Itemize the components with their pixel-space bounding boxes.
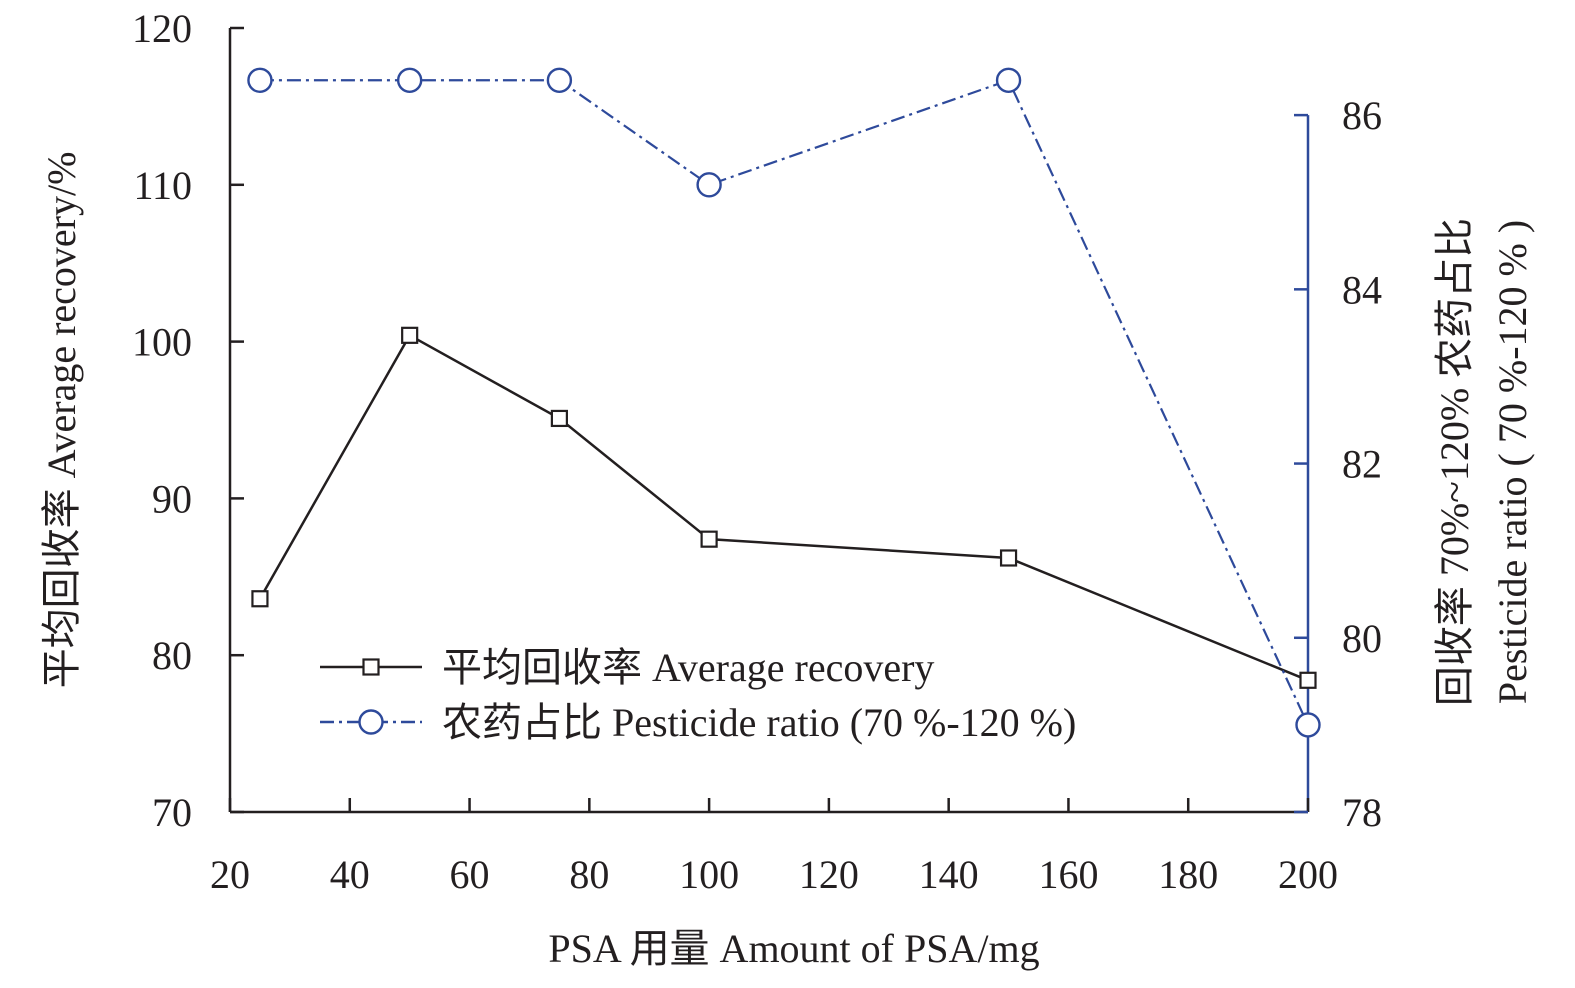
- right-y-axis-title-line2: Pesticide ratio ( 70 %-120 % ): [1490, 220, 1535, 704]
- x-tick-label: 200: [1278, 852, 1338, 897]
- left-y-tick-label: 110: [133, 163, 192, 208]
- right-y-tick-label: 84: [1342, 267, 1382, 312]
- x-tick-label: 80: [569, 852, 609, 897]
- series-1-point: [1295, 712, 1321, 738]
- series-0-point: [700, 530, 718, 548]
- legend-label-0: 平均回收率 Average recovery: [442, 645, 934, 690]
- axes-layer: 20 40 60 80 100 120 140 160 180 200 70 80 90 100 110 12…: [39, 6, 1535, 971]
- x-tick-label: 60: [450, 852, 490, 897]
- x-tick-label: 160: [1038, 852, 1098, 897]
- series-line-1: [259, 78, 1309, 726]
- x-tick-label: 20: [210, 852, 250, 897]
- series-1-point: [396, 67, 423, 93]
- left-y-tick-label: 100: [132, 320, 192, 365]
- x-axis-title: PSA 用量 Amount of PSA/mg: [548, 926, 1039, 971]
- x-tick-label: 140: [919, 852, 979, 897]
- series-0-point: [251, 590, 269, 608]
- right-y-tick-label: 86: [1342, 93, 1382, 138]
- left-y-tick-label: 120: [132, 6, 192, 51]
- x-tick-label: 100: [679, 852, 739, 897]
- legend-label-1: 农药占比 Pesticide ratio (70 %-120 %): [442, 700, 1076, 745]
- x-tick-label: 120: [799, 852, 859, 897]
- right-y-tick-label: 80: [1342, 616, 1382, 661]
- series-1-point: [696, 172, 722, 198]
- left-y-tick-label: 70: [152, 790, 192, 835]
- left-y-tick-label: 80: [152, 633, 192, 678]
- series-0-point: [999, 549, 1018, 567]
- series-0-point: [401, 326, 419, 344]
- series-1-point: [546, 67, 573, 93]
- x-tick-label: 40: [330, 852, 370, 897]
- series-layer: [247, 67, 1321, 738]
- left-y-axis-title: 平均回收率 Average recovery/%: [39, 152, 84, 689]
- series-1-point: [247, 67, 273, 93]
- series-1-point: [995, 67, 1022, 93]
- legend-marker-1: [358, 709, 384, 735]
- right-y-axis-title-line1: 回收率 70%~120% 农药占比: [1432, 218, 1477, 706]
- right-y-tick-label: 78: [1342, 790, 1382, 835]
- series-line-0: [258, 333, 1309, 682]
- legend-marker-0: [362, 658, 380, 676]
- series-0-point: [550, 409, 568, 428]
- x-tick-label: 180: [1158, 852, 1218, 897]
- right-y-tick-label: 82: [1342, 442, 1382, 487]
- left-y-tick-label: 90: [152, 476, 192, 521]
- legend: 平均回收率 Average recovery 农药占比 Pesticide rat…: [320, 645, 1076, 745]
- series-0-point: [1299, 671, 1317, 689]
